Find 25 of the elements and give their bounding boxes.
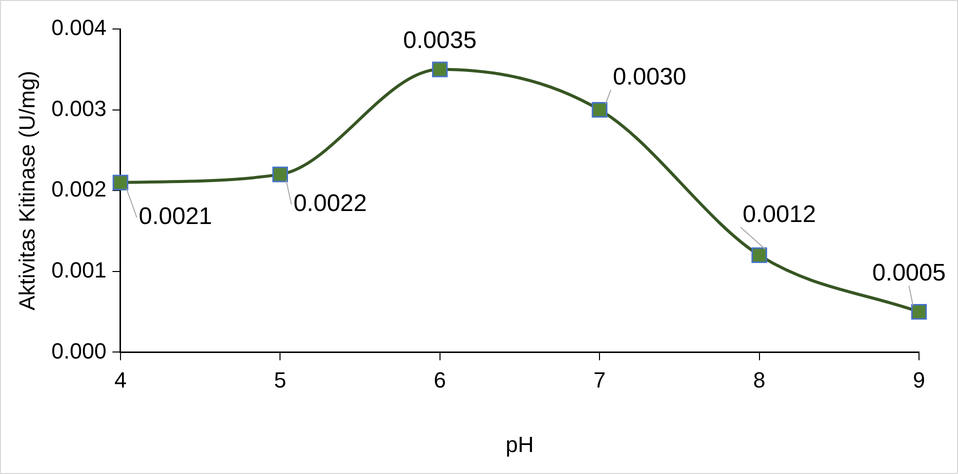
x-tick-label: 5 xyxy=(274,367,286,392)
point xyxy=(112,174,128,190)
point xyxy=(751,247,768,264)
data-label: 0.0012 xyxy=(742,200,816,228)
x-tick-label: 4 xyxy=(114,367,127,392)
point xyxy=(272,166,288,182)
x-tick-label: 9 xyxy=(912,367,926,392)
data-label: 0.0035 xyxy=(403,27,477,54)
data-label: 0.0021 xyxy=(138,203,212,230)
y-tick-label: 0.002 xyxy=(51,176,106,202)
y-tick-label: 0.000 xyxy=(51,338,106,364)
x-tick-label: 7 xyxy=(593,367,606,392)
point xyxy=(911,304,927,320)
y-tick-label: 0.003 xyxy=(51,96,106,121)
y-tick-label: 0.001 xyxy=(51,257,106,282)
data-label: 0.0030 xyxy=(612,63,686,90)
point xyxy=(432,62,448,78)
point xyxy=(592,102,608,118)
y-tick-label: 0.004 xyxy=(51,15,106,40)
x-tick-label: 8 xyxy=(753,367,766,392)
x-tick-label: 6 xyxy=(434,367,446,392)
x-axis-title: pH xyxy=(506,432,534,457)
data-label: 0.0022 xyxy=(293,190,367,218)
data-label: 0.0005 xyxy=(872,259,946,286)
y-axis-title: Aktivitas Kitinase (U/mg) xyxy=(14,70,40,310)
